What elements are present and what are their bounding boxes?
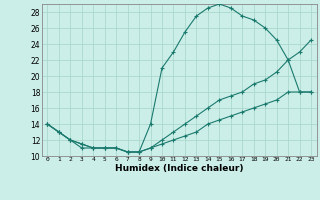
X-axis label: Humidex (Indice chaleur): Humidex (Indice chaleur) (115, 164, 244, 173)
